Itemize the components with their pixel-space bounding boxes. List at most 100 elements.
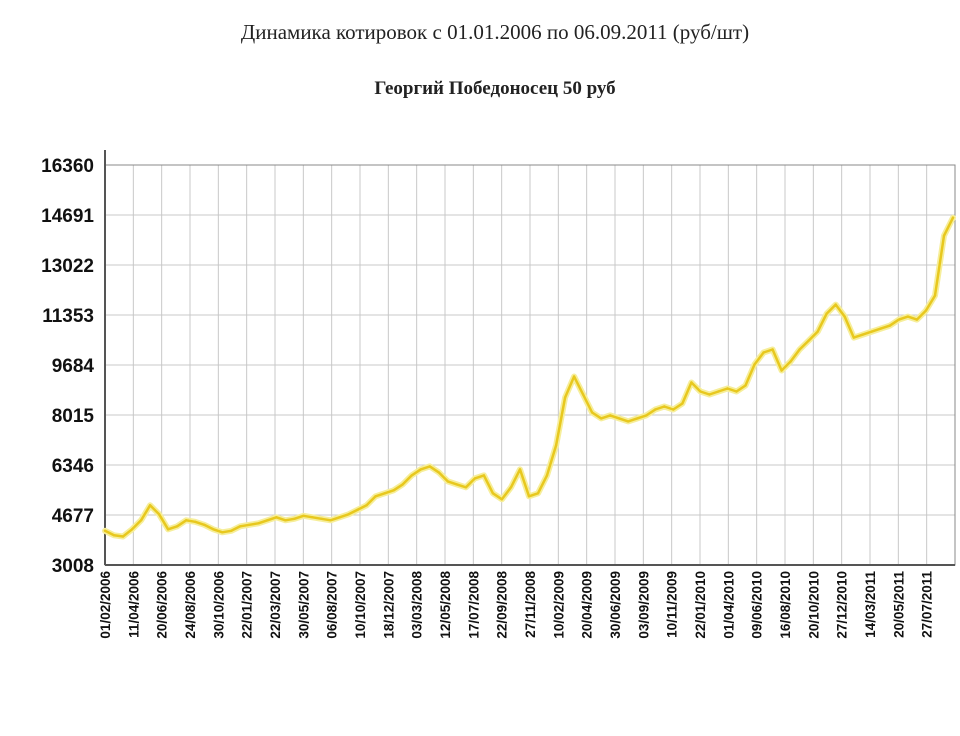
x-tick-label: 27/07/2011 (920, 571, 935, 638)
data-point (437, 471, 440, 474)
data-point (888, 324, 892, 327)
x-tick-label: 22/03/2007 (268, 571, 283, 639)
data-point (834, 303, 837, 306)
axes (104, 150, 956, 566)
x-tick-label: 30/06/2009 (608, 571, 623, 639)
data-point (518, 468, 522, 471)
data-point (500, 498, 504, 501)
data-point (951, 216, 955, 219)
x-tick-label: 20/06/2006 (155, 571, 170, 639)
x-tick-label: 20/04/2009 (580, 571, 595, 639)
x-tick-label: 24/08/2006 (183, 571, 198, 639)
data-point (275, 516, 278, 519)
data-point (942, 234, 946, 237)
data-point (383, 492, 386, 495)
y-tick-label: 4677 (52, 506, 94, 527)
data-point (726, 387, 729, 390)
data-point (825, 312, 828, 315)
data-point (762, 351, 765, 354)
y-tick-label: 9684 (52, 356, 95, 377)
data-point (933, 294, 937, 297)
x-tick-label: 11/04/2006 (126, 571, 141, 638)
data-point (690, 381, 693, 384)
series (102, 214, 956, 540)
y-tick-label: 8015 (52, 406, 95, 427)
x-tick-label: 03/09/2009 (636, 571, 651, 639)
data-point (338, 516, 341, 519)
data-point (870, 330, 873, 333)
data-point (185, 519, 188, 522)
data-point (924, 309, 928, 312)
y-tick-label: 16360 (41, 156, 94, 177)
data-point (771, 348, 774, 351)
data-point (428, 465, 431, 468)
data-point (852, 336, 855, 339)
x-tick-label: 22/09/2008 (495, 571, 510, 639)
data-point (401, 483, 404, 486)
data-point (789, 360, 792, 363)
data-point (509, 486, 513, 489)
data-point (654, 408, 657, 411)
data-point (203, 523, 206, 526)
data-point (527, 495, 531, 498)
x-tick-label: 03/03/2008 (410, 571, 425, 639)
data-point (735, 390, 738, 393)
data-point (627, 420, 630, 423)
data-point (563, 396, 567, 399)
x-tick-label: 30/05/2007 (296, 571, 311, 639)
x-tick-label: 10/02/2009 (551, 571, 566, 639)
data-point (410, 474, 413, 477)
data-point (491, 492, 495, 495)
x-tick-label: 18/12/2007 (381, 571, 396, 639)
data-point (915, 318, 919, 321)
chart-title: Динамика котировок с 01.01.2006 по 06.09… (240, 20, 750, 44)
data-point (600, 417, 603, 420)
data-point (130, 528, 134, 531)
data-point (419, 468, 422, 471)
data-point (672, 408, 675, 411)
data-point (112, 534, 116, 537)
data-point (230, 529, 233, 532)
data-point (717, 390, 720, 393)
data-point (329, 519, 332, 522)
y-tick-labels: 16360 14691 13022 11353 9684 8015 6346 4677 3008 (41, 156, 94, 577)
data-point (166, 528, 170, 531)
data-point (311, 516, 314, 519)
data-point (320, 517, 323, 520)
data-point (374, 495, 377, 498)
data-point (545, 474, 549, 477)
data-point (446, 480, 449, 483)
data-point (609, 414, 612, 417)
data-point (365, 504, 368, 507)
data-point (482, 474, 486, 477)
data-point (554, 444, 558, 447)
x-tick-label: 20/05/2011 (891, 571, 906, 638)
data-point (455, 483, 458, 486)
data-point (816, 330, 819, 333)
data-point (392, 489, 395, 492)
data-point (906, 315, 910, 318)
data-point (464, 486, 468, 489)
data-point (536, 492, 540, 495)
x-tick-label: 01/04/2010 (721, 571, 736, 639)
x-tick-label: 10/11/2009 (665, 571, 680, 638)
data-point (257, 522, 260, 525)
x-tick-label: 06/08/2007 (325, 571, 340, 639)
data-point (293, 517, 296, 520)
data-point (212, 528, 215, 531)
x-tick-label: 27/12/2010 (835, 571, 850, 639)
x-tick-label: 22/01/2007 (240, 571, 255, 639)
x-tick-labels: 01/02/2006 11/04/2006 20/06/2006 24/08/2006… (98, 571, 935, 639)
data-point (708, 393, 711, 396)
y-tick-label: 13022 (41, 256, 94, 277)
x-tick-label: 20/10/2010 (806, 571, 821, 639)
data-point (176, 525, 179, 528)
x-tick-label: 17/07/2008 (466, 571, 481, 639)
y-tick-label: 14691 (41, 206, 94, 227)
x-tick-label: 01/02/2006 (98, 571, 113, 639)
data-point (139, 519, 143, 522)
y-tick-label: 3008 (52, 556, 94, 577)
data-point (266, 519, 269, 522)
data-point (861, 333, 864, 336)
data-point (157, 513, 161, 516)
